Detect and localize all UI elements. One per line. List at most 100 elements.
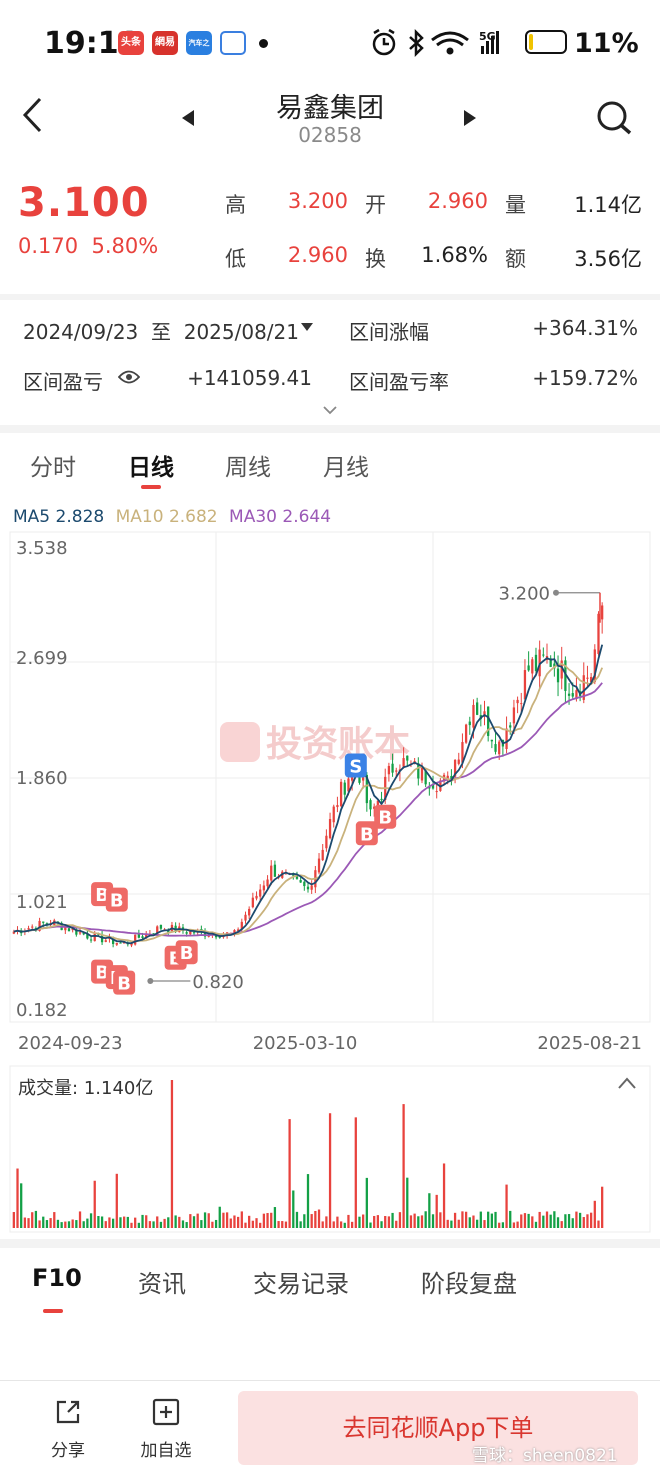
candle-body	[369, 800, 372, 810]
candle-body	[42, 921, 45, 923]
tab-monthly[interactable]: 月线	[323, 455, 369, 481]
marker-label: B	[110, 891, 124, 912]
add-watchlist-button[interactable]: 加自选	[130, 1396, 202, 1462]
tab-weekly[interactable]: 周线	[225, 455, 271, 481]
search-icon[interactable]	[596, 100, 634, 136]
volume-bar	[339, 1221, 343, 1228]
tab-stage-review[interactable]: 阶段复盘	[421, 1270, 517, 1298]
candle-body	[115, 942, 118, 945]
volume-plot-frame	[9, 1065, 651, 1233]
volume-bar	[255, 1218, 258, 1228]
caret-down-icon[interactable]	[300, 322, 314, 332]
volume-bar	[534, 1221, 538, 1228]
candle-body	[336, 805, 339, 808]
open-value: 2.960	[427, 189, 488, 213]
volume-bar	[553, 1211, 556, 1228]
candle-body	[494, 744, 497, 752]
range-change-value: +364.31%	[532, 316, 638, 340]
volume-bar	[578, 1212, 582, 1228]
candle-body	[248, 908, 251, 916]
volume-bar	[527, 1213, 530, 1228]
volume-bar	[218, 1206, 221, 1228]
collapse-chevron-icon[interactable]	[617, 1076, 637, 1090]
candle-body	[339, 781, 343, 807]
marker-label: B	[180, 943, 194, 964]
tab-f10[interactable]: F10	[32, 1264, 82, 1292]
low-marker-label: 0.820	[192, 972, 244, 993]
volume-bar	[270, 1212, 273, 1228]
tab-daily[interactable]: 日线	[128, 455, 174, 481]
volume-bar	[545, 1211, 549, 1228]
candle-body	[523, 670, 527, 700]
candle-body	[306, 886, 310, 890]
volume-bar	[53, 1212, 56, 1228]
eye-icon[interactable]	[118, 369, 140, 385]
volume-bar	[163, 1218, 166, 1228]
volume-bar	[597, 1220, 600, 1228]
price-change: 0.170 5.80%	[18, 234, 159, 258]
back-icon[interactable]	[20, 96, 46, 134]
prev-stock-icon[interactable]	[180, 108, 196, 128]
marker-label: S	[349, 757, 362, 778]
volume-bar	[71, 1219, 74, 1228]
volume-bar	[189, 1214, 192, 1228]
volume-bar	[468, 1217, 471, 1228]
volume-bar	[100, 1216, 104, 1228]
tab-news[interactable]: 资讯	[138, 1270, 186, 1298]
candle-body	[564, 660, 567, 691]
volume-bar	[472, 1215, 475, 1228]
buy-marker: B	[113, 970, 136, 995]
ma5-line	[13, 644, 604, 945]
candlestick-chart[interactable]: 投资账本 BBBBBBBSBB 3.5382.6991.8601.0210.18…	[0, 0, 660, 1240]
pnl-label: 区间盈亏	[23, 370, 103, 394]
expand-chevron-icon[interactable]	[322, 405, 338, 415]
marker-badge	[344, 753, 367, 778]
volume-bar	[104, 1221, 107, 1228]
battery-level	[529, 34, 533, 50]
x-axis-label: 2025-08-21	[537, 1033, 642, 1054]
volume-bar	[170, 1080, 174, 1228]
volume-bar	[240, 1211, 243, 1228]
volume-bar	[16, 1168, 19, 1228]
date-range-selector[interactable]: 2024/09/23 至 2025/08/21	[23, 316, 299, 345]
tab-trade-records[interactable]: 交易记录	[253, 1270, 349, 1298]
volume-bar	[111, 1218, 115, 1228]
candle-body	[575, 690, 578, 699]
volume-bar	[575, 1211, 578, 1228]
status-bar	[0, 0, 660, 84]
volume-bar	[123, 1216, 126, 1228]
volume-bar	[86, 1218, 89, 1228]
candle-body	[207, 935, 210, 937]
next-stock-icon[interactable]	[462, 108, 478, 128]
volume-bar	[23, 1217, 27, 1228]
volume-bar	[376, 1215, 380, 1228]
order-in-app-button[interactable]: 去同花顺App下单	[238, 1391, 638, 1465]
volume-bar	[259, 1222, 262, 1228]
candle-body	[93, 933, 96, 942]
low-value: 2.960	[287, 243, 348, 267]
ma30-value: 2.644	[282, 507, 332, 527]
toutiao-icon: 头条	[118, 31, 144, 55]
share-button[interactable]: 分享	[36, 1396, 100, 1462]
volume-bar	[582, 1217, 585, 1228]
candle-body	[531, 659, 534, 674]
notification-dot-icon	[259, 39, 268, 48]
range-change-label: 区间涨幅	[349, 320, 429, 344]
candle-body	[303, 881, 306, 887]
volume-bar	[567, 1214, 571, 1228]
volume-bar	[130, 1222, 133, 1228]
candle-body	[420, 766, 424, 781]
volume-bar	[420, 1215, 424, 1228]
y-axis-label: 1.021	[16, 892, 68, 913]
volume-bar	[284, 1221, 288, 1228]
volume-bar	[601, 1186, 604, 1228]
volume-bar	[476, 1219, 479, 1228]
pnl-rate-value: +159.72%	[532, 366, 638, 390]
volume-bar	[34, 1210, 38, 1228]
volume-bar	[196, 1213, 199, 1228]
candle-body	[365, 774, 368, 804]
candle-body	[78, 932, 82, 934]
tab-intraday[interactable]: 分时	[30, 455, 76, 481]
add-icon	[152, 1398, 180, 1426]
candle-body	[89, 939, 93, 941]
